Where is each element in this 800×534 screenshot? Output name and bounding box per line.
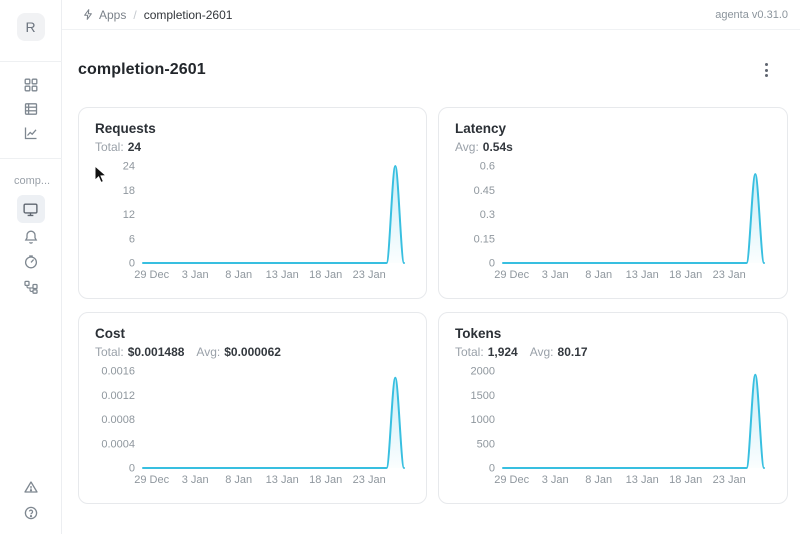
svg-text:3 Jan: 3 Jan <box>182 269 209 281</box>
svg-text:8 Jan: 8 Jan <box>225 474 252 486</box>
tokens-chart[interactable]: 0 500 1000 1500 2000 29 Dec 3 Jan 8 Jan 13 Jan 18… <box>455 363 772 493</box>
help-circle-icon[interactable] <box>20 502 42 524</box>
card-stats: Total: 1,924 Avg: 80.17 <box>455 345 771 359</box>
svg-text:3 Jan: 3 Jan <box>182 474 209 486</box>
svg-text:8 Jan: 8 Jan <box>225 269 252 281</box>
sidebar-bottom <box>20 476 42 524</box>
svg-text:8 Jan: 8 Jan <box>585 269 612 281</box>
topbar: Apps / completion-2601 agenta v0.31.0 <box>62 0 800 30</box>
breadcrumb-separator: / <box>133 7 137 22</box>
svg-text:18 Jan: 18 Jan <box>309 269 342 281</box>
svg-text:0: 0 <box>129 463 135 475</box>
svg-text:3 Jan: 3 Jan <box>542 269 569 281</box>
svg-text:0.15: 0.15 <box>474 233 495 245</box>
table-icon[interactable] <box>20 98 42 120</box>
svg-text:0.3: 0.3 <box>480 209 495 221</box>
svg-text:8 Jan: 8 Jan <box>585 474 612 486</box>
svg-text:23 Jan: 23 Jan <box>713 269 746 281</box>
stat: Total: $0.001488 <box>95 345 185 359</box>
card-title: Tokens <box>455 326 502 341</box>
breadcrumb-current: completion-2601 <box>143 7 233 22</box>
divider <box>0 158 62 159</box>
svg-text:13 Jan: 13 Jan <box>626 474 659 486</box>
latency-card: Latency Avg: 0.54s 0 0.15 0.3 0.45 0.6 29 Dec 3… <box>438 107 788 299</box>
svg-text:500: 500 <box>477 438 495 450</box>
requests-chart[interactable]: 0 6 12 18 24 29 Dec 3 Jan 8 Jan 13 Jan 18 Jan 23 J… <box>95 158 412 288</box>
svg-text:29 Dec: 29 Dec <box>494 474 529 486</box>
svg-text:23 Jan: 23 Jan <box>353 474 386 486</box>
divider <box>0 61 62 62</box>
svg-text:23 Jan: 23 Jan <box>713 474 746 486</box>
svg-text:18 Jan: 18 Jan <box>669 269 702 281</box>
latency-chart[interactable]: 0 0.15 0.3 0.45 0.6 29 Dec 3 Jan 8 Jan 13 Jan 18 … <box>455 158 772 288</box>
sidebar-nav <box>20 62 42 156</box>
breadcrumb: Apps / completion-2601 <box>82 8 232 22</box>
card-stats: Total: $0.001488 Avg: $0.000062 <box>95 345 410 359</box>
svg-text:0: 0 <box>129 258 135 270</box>
card-title: Latency <box>455 121 507 136</box>
svg-text:24: 24 <box>123 161 135 173</box>
more-options-button[interactable] <box>759 57 774 83</box>
main-area: Apps / completion-2601 agenta v0.31.0 co… <box>62 0 800 534</box>
svg-text:29 Dec: 29 Dec <box>134 269 169 281</box>
svg-text:29 Dec: 29 Dec <box>134 474 169 486</box>
svg-text:3 Jan: 3 Jan <box>542 474 569 486</box>
analytics-icon[interactable] <box>20 122 42 144</box>
page-header: completion-2601 <box>62 38 800 102</box>
svg-text:23 Jan: 23 Jan <box>353 269 386 281</box>
svg-text:0: 0 <box>489 463 495 475</box>
version-label: agenta v0.31.0 <box>715 8 788 21</box>
svg-text:2000: 2000 <box>471 366 495 378</box>
svg-text:18 Jan: 18 Jan <box>669 474 702 486</box>
svg-text:18: 18 <box>123 185 135 197</box>
card-title: Cost <box>95 326 125 341</box>
stat: Avg: $0.000062 <box>196 345 281 359</box>
card-title: Requests <box>95 121 156 136</box>
svg-text:6: 6 <box>129 233 135 245</box>
apps-grid-icon[interactable] <box>20 74 42 96</box>
sidebar-app-nav <box>16 187 45 310</box>
svg-text:1500: 1500 <box>471 390 495 402</box>
monitor-icon[interactable] <box>16 195 45 223</box>
svg-text:29 Dec: 29 Dec <box>494 269 529 281</box>
svg-text:0.45: 0.45 <box>474 185 495 197</box>
svg-text:0.0008: 0.0008 <box>101 414 135 426</box>
lightning-icon <box>84 9 92 20</box>
svg-text:0.0004: 0.0004 <box>101 438 135 450</box>
breadcrumb-apps-label: Apps <box>99 7 127 22</box>
svg-text:18 Jan: 18 Jan <box>309 474 342 486</box>
page-title: completion-2601 <box>78 61 206 78</box>
stat: Avg: 0.54s <box>455 140 513 154</box>
svg-text:0.0016: 0.0016 <box>101 366 135 378</box>
svg-text:0: 0 <box>489 258 495 270</box>
metrics-grid: Requests Total: 24 0 6 12 18 24 29 Dec 3 Jan 8 J… <box>62 102 800 504</box>
svg-text:0.6: 0.6 <box>480 161 495 173</box>
bell-icon[interactable] <box>20 226 42 248</box>
cost-chart[interactable]: 0 0.0004 0.0008 0.0012 0.0016 29 Dec 3 Jan 8 Ja… <box>95 363 412 493</box>
svg-text:13 Jan: 13 Jan <box>266 269 299 281</box>
sidebar: R <box>0 0 62 534</box>
requests-card: Requests Total: 24 0 6 12 18 24 29 Dec 3 Jan 8 J… <box>78 107 427 299</box>
svg-text:1000: 1000 <box>471 414 495 426</box>
svg-text:12: 12 <box>123 209 135 221</box>
svg-text:13 Jan: 13 Jan <box>626 269 659 281</box>
stat: Avg: 80.17 <box>529 345 588 359</box>
card-stats: Avg: 0.54s <box>455 140 771 154</box>
stat: Total: 24 <box>95 140 142 154</box>
tokens-card: Tokens Total: 1,924 Avg: 80.17 0 500 1000 1500… <box>438 312 788 504</box>
cost-card: Cost Total: $0.001488 Avg: $0.000062 0 0.000… <box>78 312 427 504</box>
stat: Total: 1,924 <box>455 345 518 359</box>
gauge-icon[interactable] <box>20 251 42 273</box>
card-stats: Total: 24 <box>95 140 410 154</box>
breadcrumb-apps-link[interactable]: Apps <box>82 8 126 22</box>
svg-text:0.0012: 0.0012 <box>101 390 135 402</box>
app-name-label: comp... <box>14 175 51 187</box>
svg-text:13 Jan: 13 Jan <box>266 474 299 486</box>
workspace-avatar[interactable]: R <box>16 13 45 41</box>
tree-icon[interactable] <box>20 276 42 298</box>
alert-triangle-icon[interactable] <box>20 476 42 498</box>
